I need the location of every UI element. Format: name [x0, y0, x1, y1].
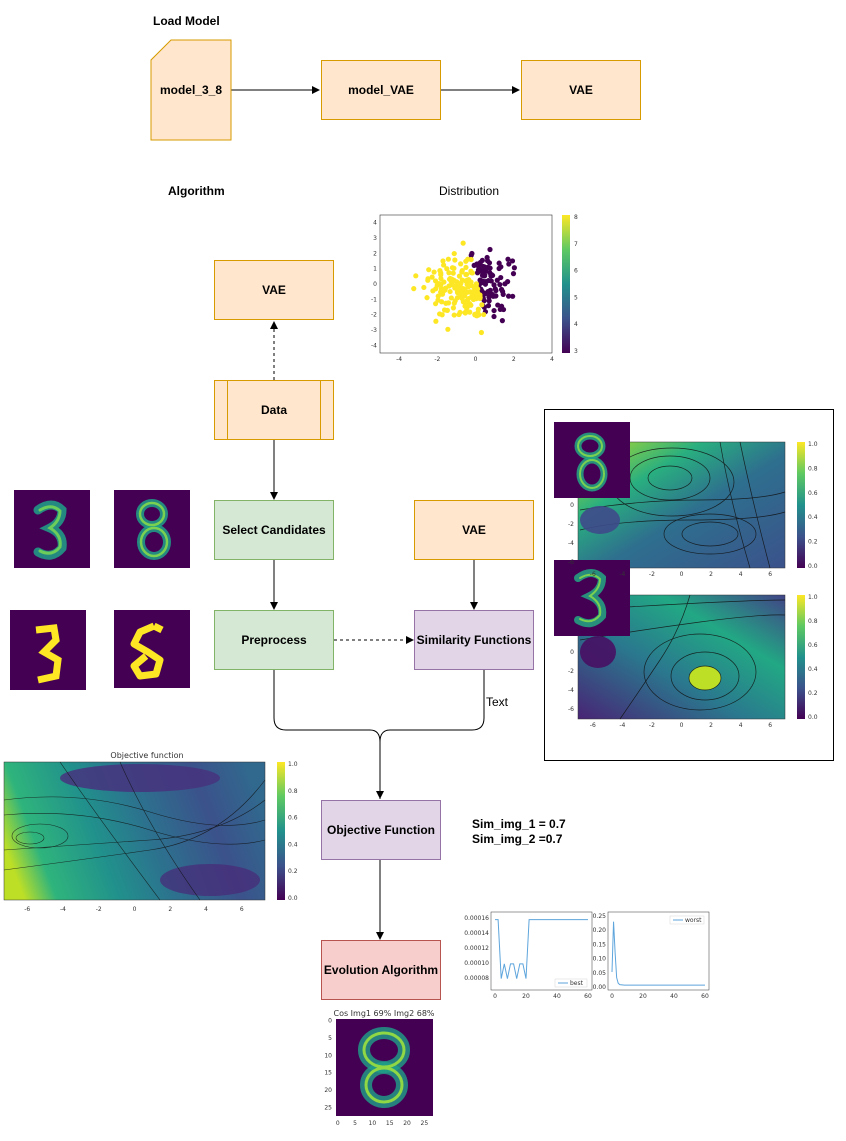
load-model-title: Load Model — [153, 14, 220, 28]
preprocess-label: Preprocess — [241, 633, 307, 647]
similarity-functions-label: Similarity Functions — [416, 633, 532, 647]
select-candidates-label: Select Candidates — [222, 523, 326, 537]
similarity-plots-panel — [544, 409, 834, 761]
objective-function-label: Objective Function — [326, 823, 435, 837]
vae-top-node[interactable]: VAE — [521, 60, 641, 120]
edge-text-label: Text — [486, 695, 509, 709]
similarity-functions-node[interactable]: Similarity Functions — [414, 610, 534, 670]
sim-img-2-text: Sim_img_2 =0.7 — [472, 832, 563, 846]
model-3-8-label: model_3_8 — [159, 83, 223, 97]
preprocess-node[interactable]: Preprocess — [214, 610, 334, 670]
vae-top-label: VAE — [569, 83, 593, 97]
select-candidates-node[interactable]: Select Candidates — [214, 500, 334, 560]
model-3-8-node[interactable]: model_3_8 — [151, 40, 231, 140]
evolution-algorithm-label: Evolution Algorithm — [323, 963, 439, 977]
sim-img-1-text: Sim_img_1 = 0.7 — [472, 817, 566, 831]
data-label: Data — [260, 403, 287, 417]
data-node[interactable]: Data — [214, 380, 334, 440]
algorithm-title: Algorithm — [168, 184, 225, 198]
distribution-title: Distribution — [439, 184, 500, 198]
evolution-algorithm-node[interactable]: Evolution Algorithm — [321, 940, 441, 1000]
vae-right-node[interactable]: VAE — [414, 500, 534, 560]
edge-merge — [273, 670, 485, 799]
vae-algo-label: VAE — [262, 283, 286, 297]
vae-right-label: VAE — [462, 523, 486, 537]
objective-function-node[interactable]: Objective Function — [321, 800, 441, 860]
vae-algo-node[interactable]: VAE — [214, 260, 334, 320]
model-vae-label: model_VAE — [348, 83, 414, 97]
model-vae-node[interactable]: model_VAE — [321, 60, 441, 120]
